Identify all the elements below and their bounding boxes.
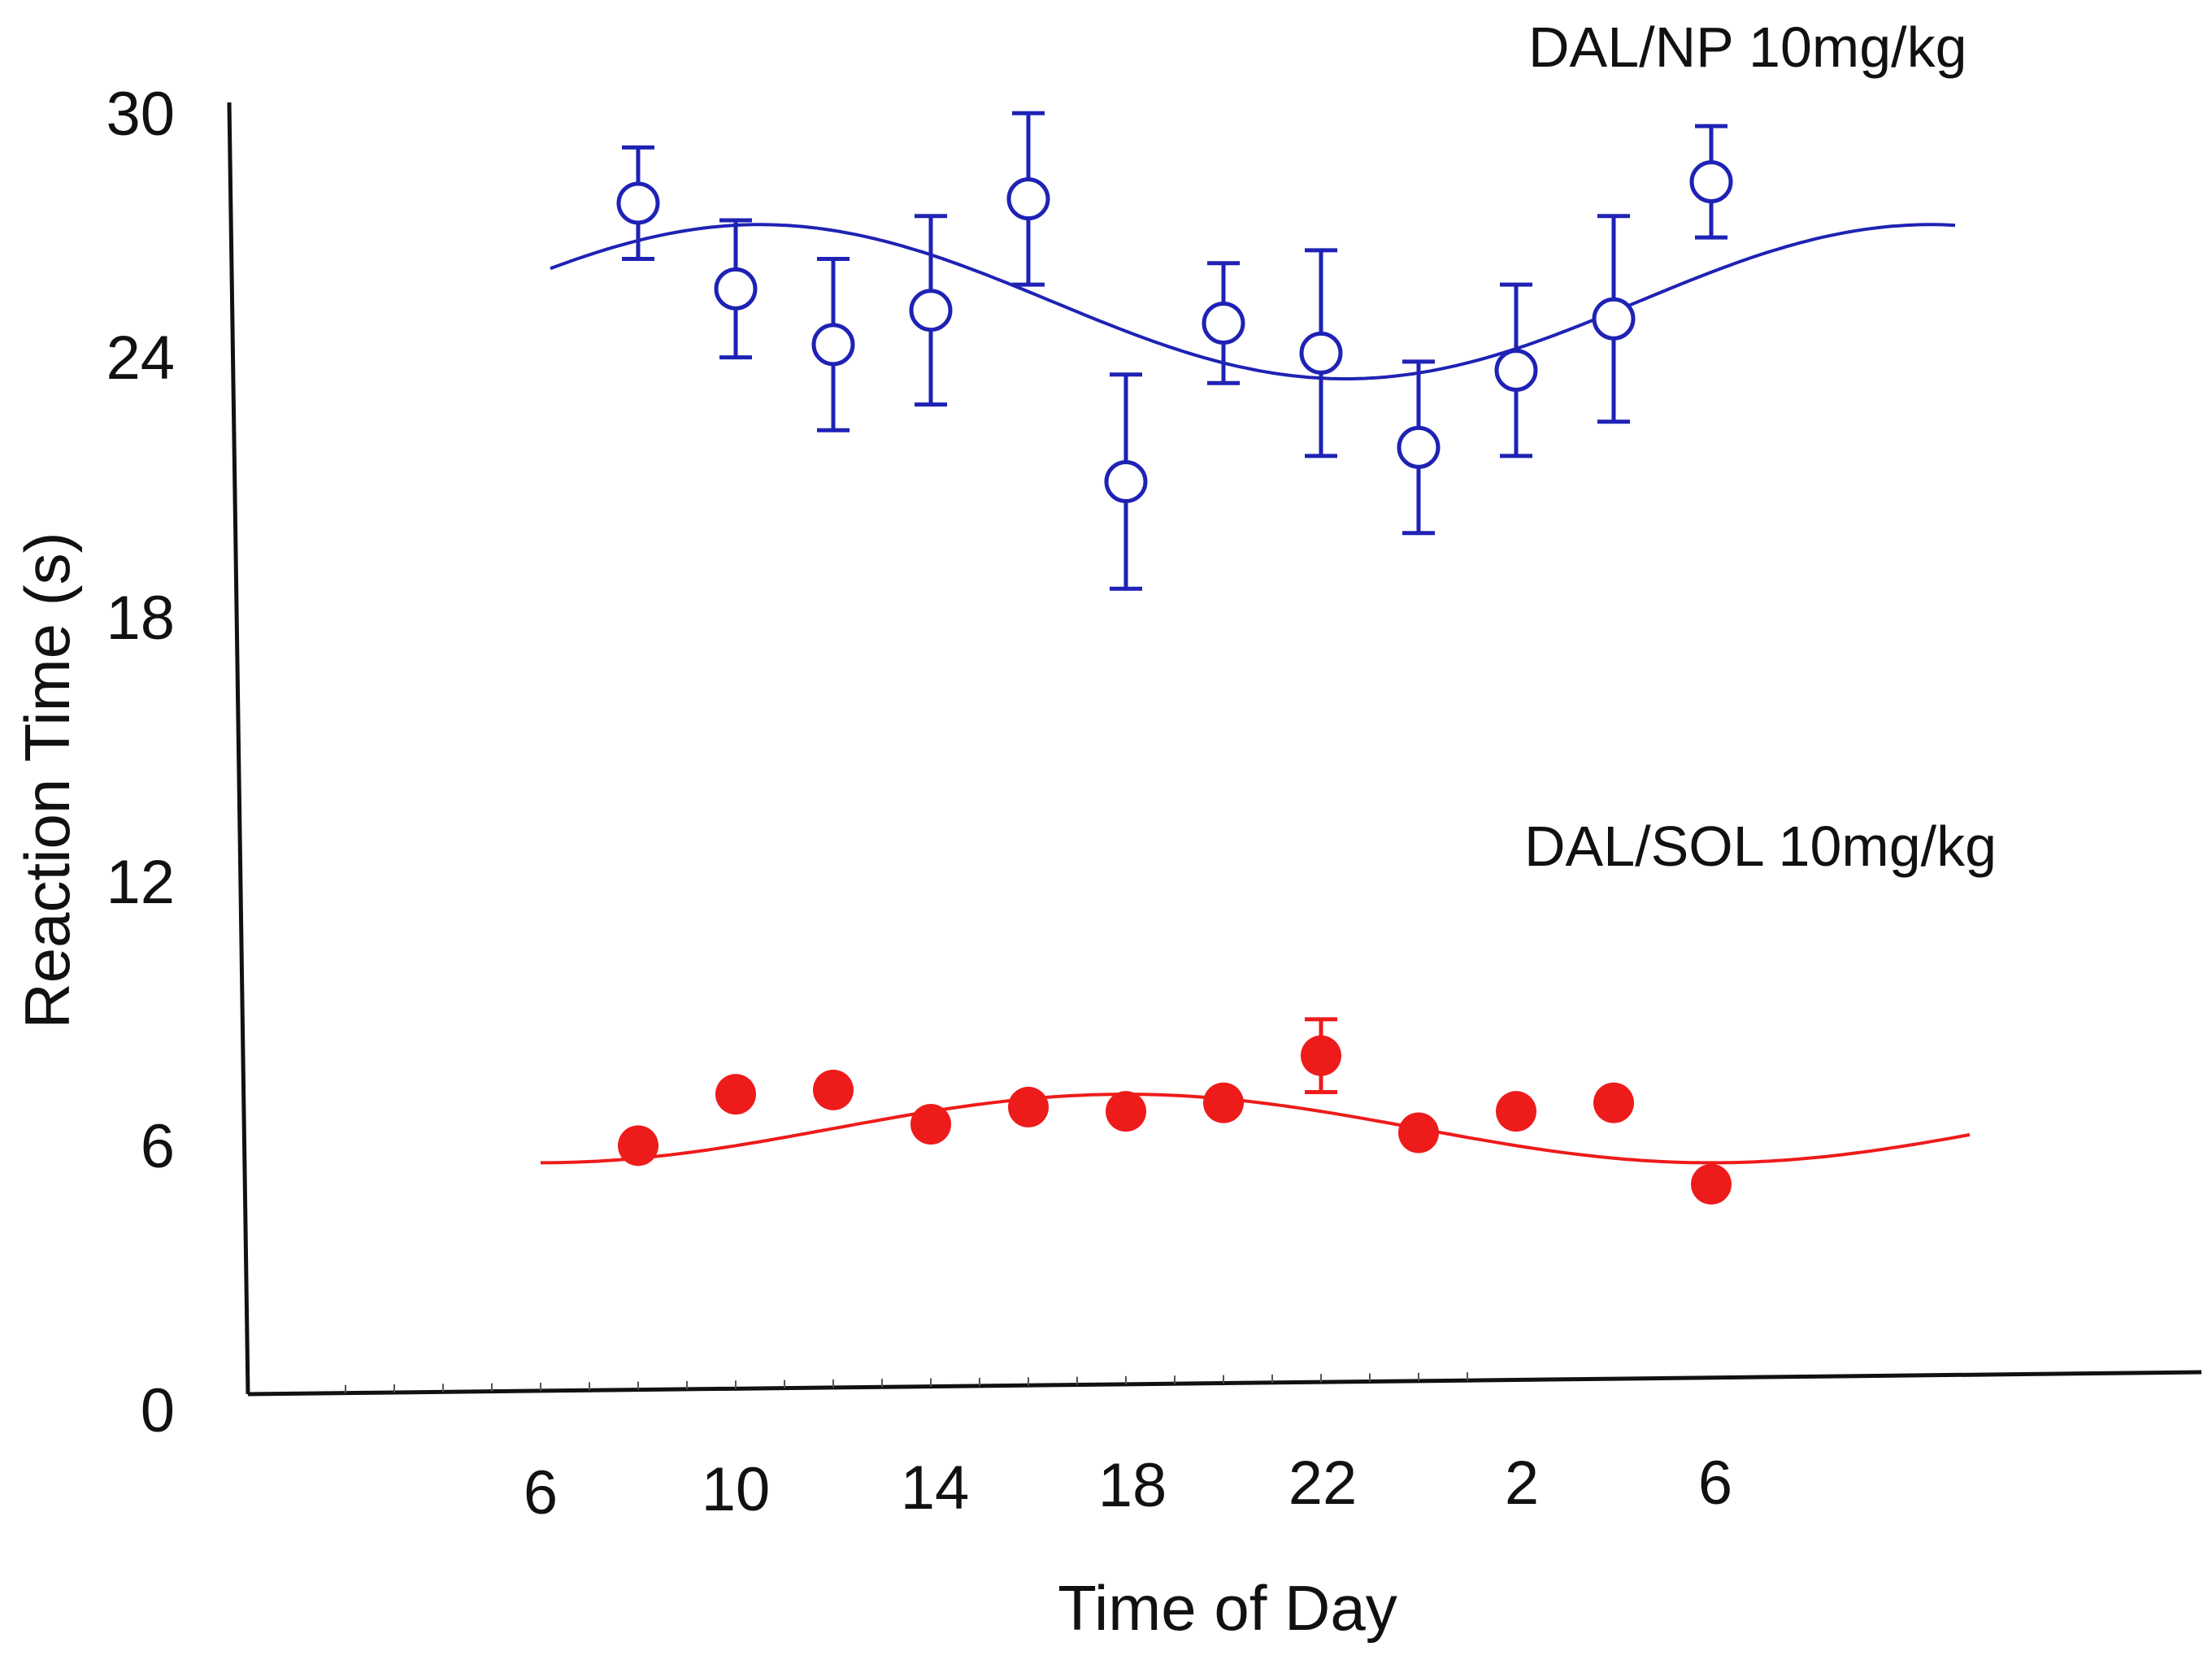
fit-curves <box>541 223 1971 1165</box>
np-data-point <box>1104 459 1148 503</box>
y-tick-label: 24 <box>106 324 175 393</box>
x-tick-label: 10 <box>702 1455 771 1524</box>
sol-data-point <box>1593 1082 1634 1123</box>
sol-data-point <box>715 1074 756 1115</box>
y-tick-label: 30 <box>106 80 175 149</box>
sol-data-point <box>1106 1091 1146 1132</box>
np-data-point <box>1689 160 1733 204</box>
np-data-point <box>909 289 953 332</box>
np-data-point <box>1397 425 1441 469</box>
chart-labels: DAL/NP 10mg/kg DAL/SOL 10mg/kg Time of D… <box>11 15 1997 1644</box>
sol-data-point <box>1691 1163 1732 1205</box>
np-data-point <box>811 323 855 367</box>
y-tick-label: 0 <box>141 1376 175 1445</box>
error-bars <box>622 111 1727 1094</box>
np-data-point <box>1494 348 1538 392</box>
np-data-point <box>1006 177 1050 221</box>
data-points <box>616 160 1733 1205</box>
x-tick-label: 14 <box>901 1453 970 1523</box>
sol-data-point <box>910 1103 951 1145</box>
x-tick-label: 22 <box>1289 1449 1358 1518</box>
sol-data-point <box>1203 1082 1244 1123</box>
fit-curve-np <box>550 223 1956 380</box>
np-data-point <box>1202 302 1245 345</box>
sol-data-point <box>1398 1112 1439 1154</box>
x-tick-label: 6 <box>1698 1449 1732 1518</box>
sol-data-point <box>618 1125 658 1167</box>
np-data-point <box>616 181 660 225</box>
sol-data-point <box>1301 1035 1341 1076</box>
series-label-np: DAL/NP 10mg/kg <box>1528 15 1967 79</box>
np-data-point <box>1299 331 1343 375</box>
x-tick-label: 18 <box>1098 1451 1167 1520</box>
fit-curve-sol <box>541 1093 1971 1165</box>
y-tick-label: 18 <box>106 584 175 653</box>
np-data-point <box>1592 297 1636 341</box>
x-axis-line <box>247 1370 2202 1397</box>
x-axis-title: Time of Day <box>1058 1572 1397 1644</box>
sol-data-point <box>1496 1091 1536 1132</box>
y-axis-line <box>227 102 250 1395</box>
sol-data-point <box>1008 1086 1049 1127</box>
x-tick-label: 6 <box>524 1458 558 1527</box>
np-data-point <box>714 267 758 311</box>
y-tick-label: 12 <box>106 848 175 917</box>
series-label-sol: DAL/SOL 10mg/kg <box>1524 815 1997 878</box>
y-tick-label: 6 <box>141 1112 175 1181</box>
x-tick-label: 2 <box>1505 1449 1539 1518</box>
sol-data-point <box>813 1069 854 1110</box>
y-axis-title: Reaction Time (s) <box>11 532 83 1028</box>
